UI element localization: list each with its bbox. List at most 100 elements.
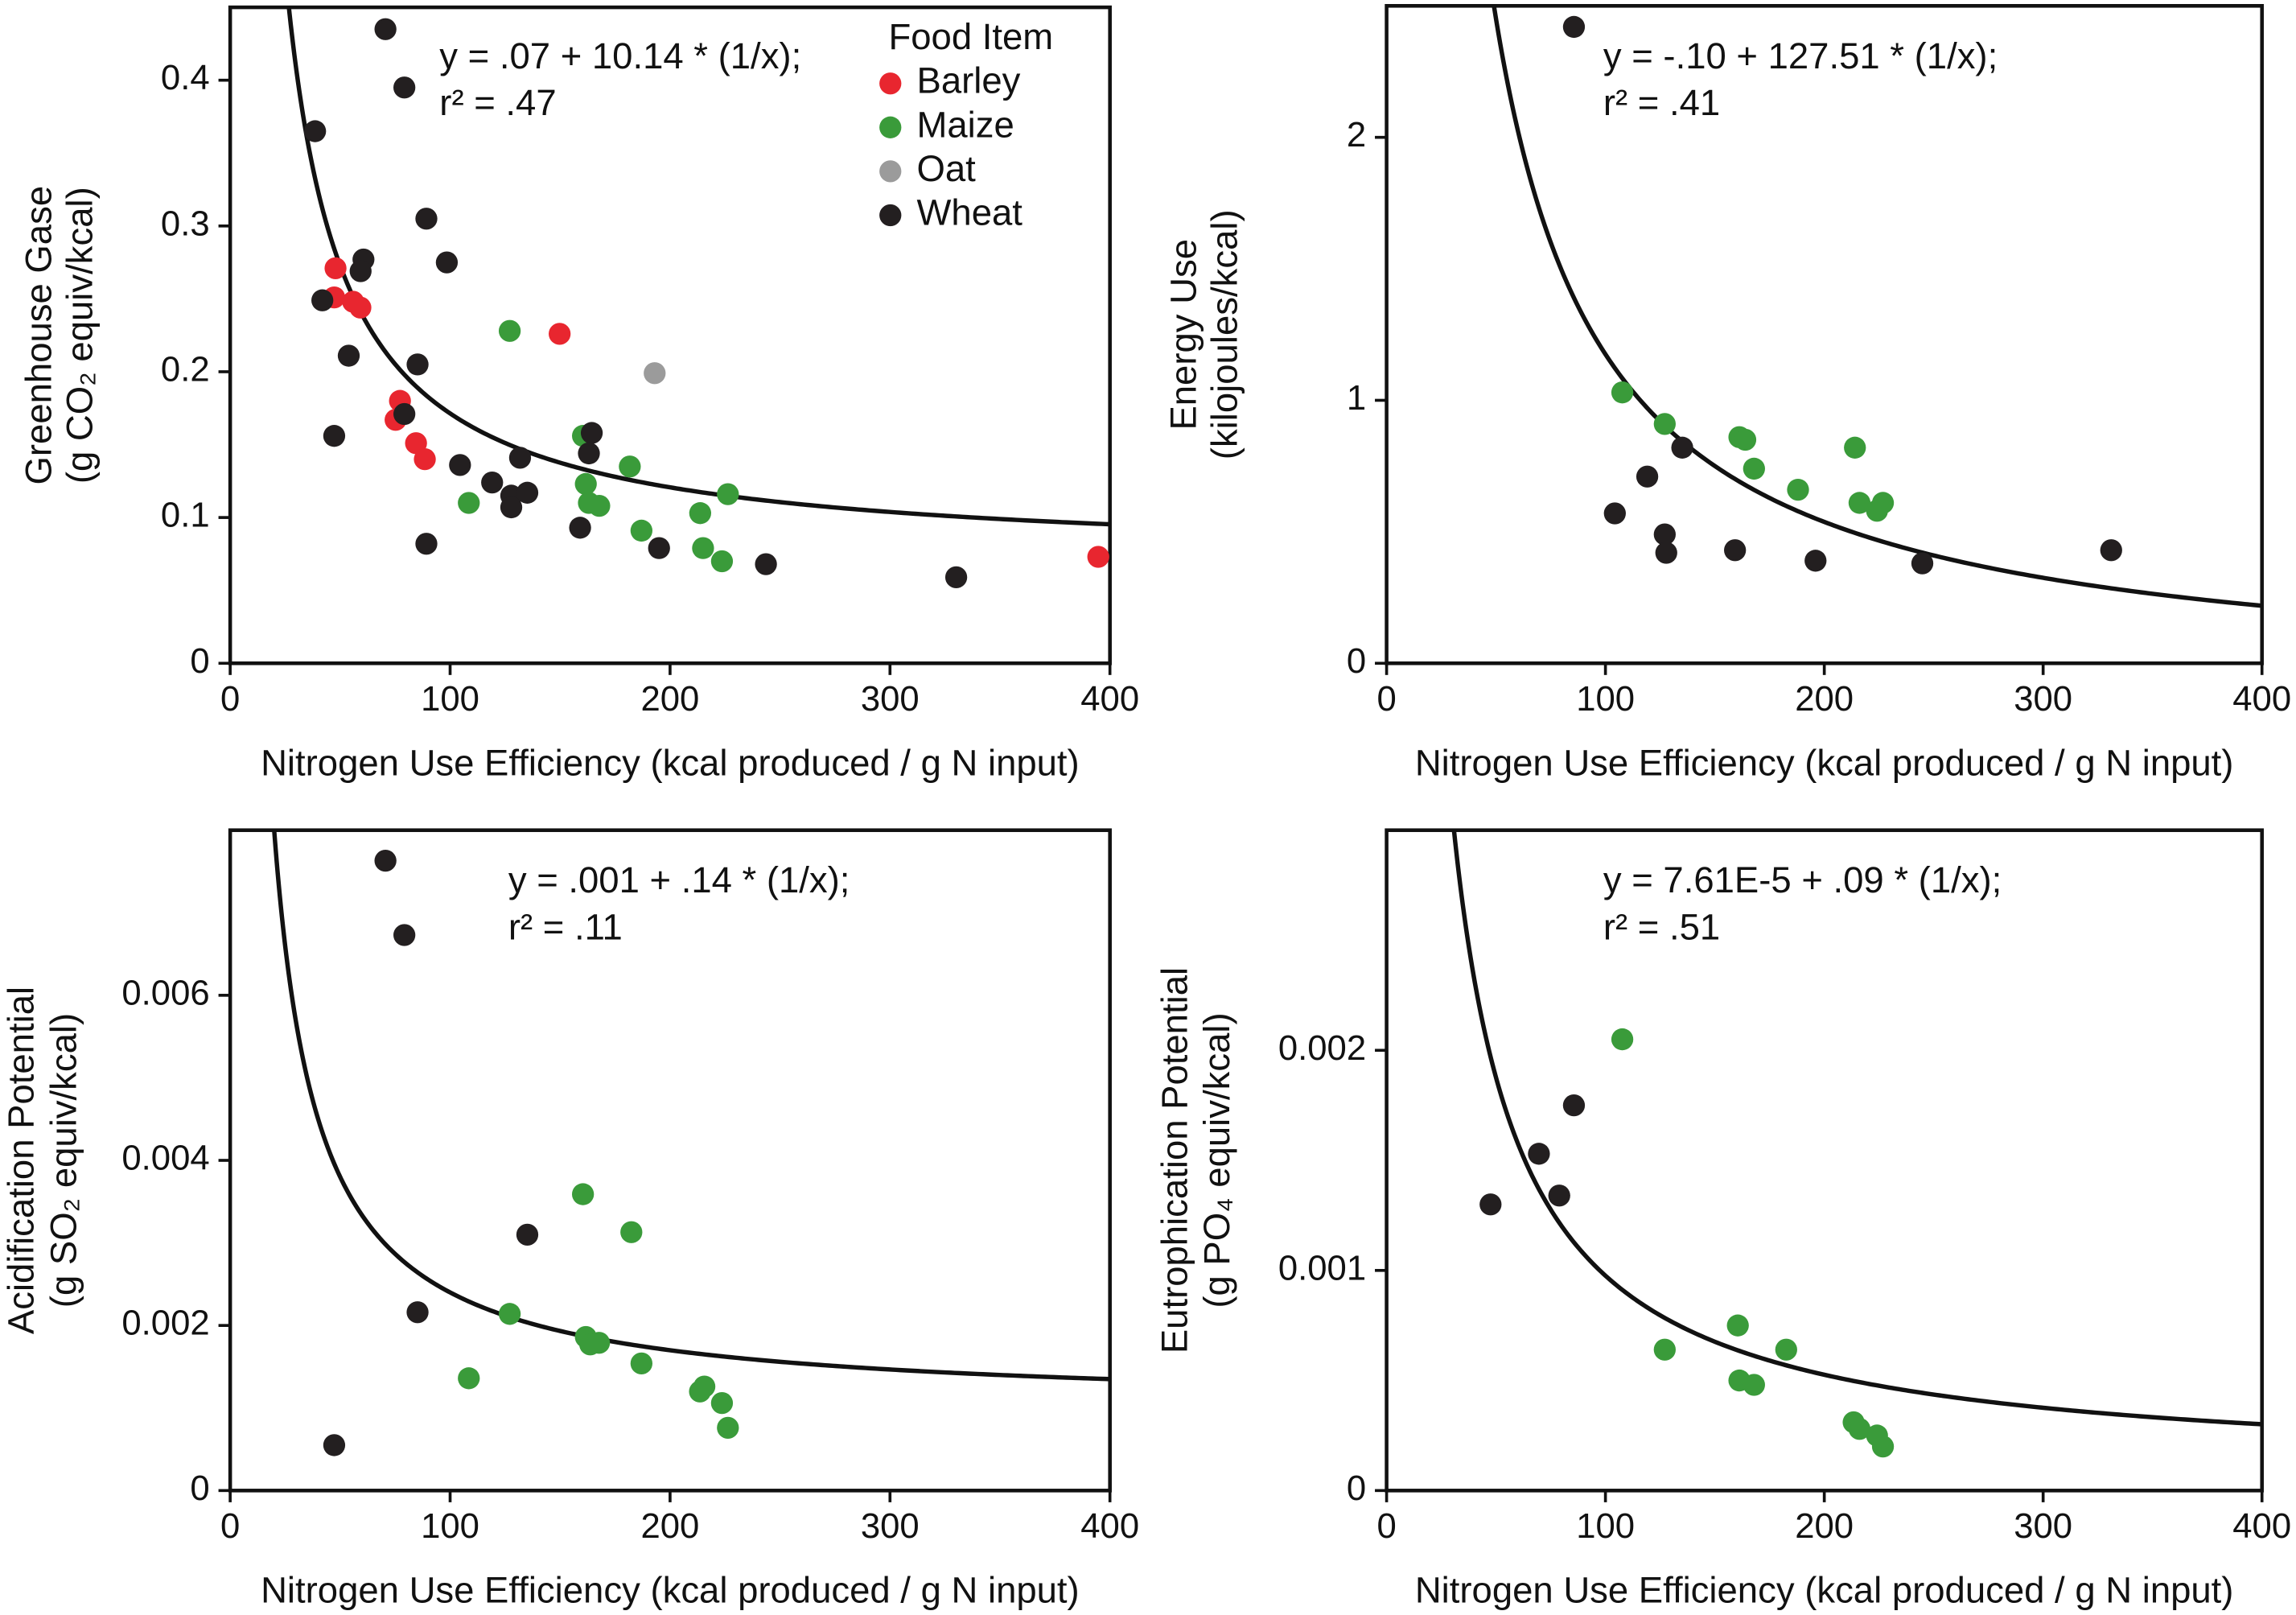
x-tick-label: 100 [1576,679,1635,719]
point [620,1221,643,1243]
y-tick-label: 0 [190,641,209,681]
point [717,1416,739,1440]
y-axis-label: Greenhouse Gase [18,186,59,485]
point [1743,457,1765,480]
y-tick-label: 0.004 [121,1139,209,1178]
point [481,471,504,494]
point [1562,1094,1586,1117]
point [374,850,397,872]
point [574,472,597,496]
point [630,519,653,542]
point [414,448,436,471]
x-tick-label: 300 [861,679,920,719]
y-axis-label: Acidification Potential [1,987,42,1334]
point [1848,1418,1871,1440]
annotation: r² = .41 [1603,82,1720,123]
annotation: y = -.10 + 127.51 * (1/x); [1603,35,1998,76]
point [1671,436,1693,459]
point [1479,1193,1502,1216]
point [569,517,591,539]
point [393,402,416,426]
y-axis-label: Eutrophication Potential [1154,967,1195,1353]
x-axis-label: Nitrogen Use Efficiency (kcal produced /… [1415,743,2234,784]
point [1734,428,1757,451]
annotation: y = .001 + .14 * (1/x); [508,859,850,900]
point [500,496,523,519]
point [449,454,471,476]
point [571,1183,595,1205]
x-tick-label: 200 [640,1506,699,1546]
point [580,422,603,444]
point [1848,492,1871,514]
legend-marker [879,204,902,227]
point [644,362,666,385]
x-axis-label: Nitrogen Use Efficiency (kcal produced /… [261,1570,1080,1611]
legend-label: Barley [917,60,1021,101]
y-tick-label: 0 [190,1469,209,1508]
x-axis-label: Nitrogen Use Efficiency (kcal produced /… [261,743,1080,784]
y-axis-label: (g SO₂ equiv/kcal) [43,1013,84,1308]
point [692,537,714,559]
x-tick-label: 200 [1795,1506,1854,1546]
point [693,1375,716,1398]
point [516,481,539,504]
point [406,353,429,376]
y-tick-label: 0.006 [121,973,209,1012]
y-tick-label: 0 [1347,641,1366,681]
point [415,533,438,555]
point [1724,539,1747,562]
point [516,1223,539,1246]
x-tick-label: 100 [1576,1506,1635,1546]
point [323,425,346,447]
x-tick-label: 200 [640,679,699,719]
point [1787,478,1809,501]
point [435,251,459,274]
fit-curve [1492,6,2262,608]
y-tick-label: 2 [1347,115,1366,154]
legend-label: Wheat [917,192,1023,233]
plot-frame [228,828,1112,1493]
point [349,260,372,282]
y-tick-label: 0.001 [1278,1248,1366,1287]
x-tick-label: 100 [421,1506,479,1546]
x-tick-label: 400 [2232,679,2291,719]
point [1653,413,1676,435]
point [710,1391,734,1415]
point [1548,1184,1570,1207]
legend-marker [879,160,902,183]
x-tick-label: 300 [2014,679,2072,719]
annotation: y = 7.61E-5 + .09 * (1/x); [1603,859,2002,900]
annotation: r² = .51 [1603,906,1720,947]
point [458,1367,480,1390]
annotation: r² = .47 [439,82,556,123]
point [1611,1028,1634,1051]
point [630,1352,653,1375]
legend-label: Oat [917,148,977,189]
point [1804,550,1827,572]
point [393,924,416,946]
x-axis-label: Nitrogen Use Efficiency (kcal produced /… [1415,1570,2234,1611]
point [1743,1374,1765,1396]
y-axis-label: Energy Use [1162,239,1204,431]
point [1087,546,1109,568]
x-tick-label: 0 [1376,679,1396,719]
y-tick-label: 1 [1347,378,1366,418]
point [689,502,712,525]
y-tick-label: 0 [1347,1469,1366,1508]
point [1528,1143,1550,1165]
x-tick-label: 0 [220,679,240,719]
y-tick-label: 0.002 [121,1304,209,1343]
point [578,442,600,465]
point [458,492,480,514]
x-tick-label: 0 [220,1506,240,1546]
point [304,120,327,142]
x-tick-label: 0 [1376,1506,1396,1546]
x-tick-label: 300 [2014,1506,2072,1546]
y-axis-label: (g PO₄ equiv/kcal) [1196,1012,1237,1308]
point [717,483,739,505]
point [648,537,670,559]
point [1911,552,1934,575]
legend-marker [879,72,902,95]
